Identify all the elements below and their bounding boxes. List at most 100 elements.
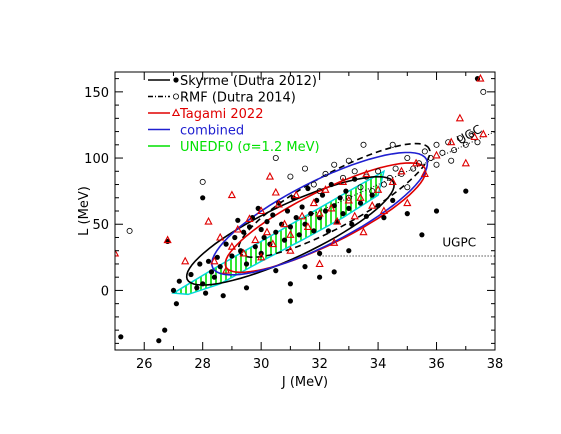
point-s0-18 (220, 293, 226, 299)
point-s2-41 (432, 150, 441, 159)
point-s0-26 (246, 224, 253, 230)
point-s2-12 (257, 206, 266, 215)
point-s0-40 (284, 208, 291, 214)
point-s2-5 (216, 232, 225, 241)
legend: Skyrme (Dutra 2012) RMF (Dutra 2014)Tagam… (148, 74, 320, 155)
point-s0-32 (261, 234, 267, 241)
point-s2-29 (344, 195, 353, 204)
legend-label-3: combined (180, 124, 244, 139)
point-s2-8 (233, 224, 242, 233)
point-s0-48 (305, 185, 311, 192)
point-s0-2 (162, 327, 168, 333)
point-s1-39 (316, 188, 323, 195)
point-s1-34 (433, 161, 440, 168)
point-s0-7 (188, 271, 194, 278)
y-tick-label-3: 150 (84, 86, 109, 101)
point-s0-61 (340, 211, 346, 217)
point-s2-53 (359, 227, 368, 236)
point-s2-26 (327, 203, 336, 212)
point-s0-56 (325, 228, 331, 234)
point-s2-32 (362, 169, 371, 177)
point-s0-25 (243, 261, 250, 267)
point-s1-33 (448, 157, 455, 164)
point-s0-49 (308, 211, 314, 217)
point-s0-1 (156, 338, 162, 344)
point-s1-3 (287, 173, 294, 180)
point-s2-20 (297, 211, 307, 220)
point-s2-49 (286, 246, 295, 254)
point-s2-46 (476, 73, 485, 82)
point-s0-71 (390, 197, 396, 203)
point-s0-80 (273, 268, 279, 274)
y-tick-label-0: 0 (101, 284, 109, 299)
point-s1-32 (480, 88, 487, 95)
x-tick-label-0: 26 (136, 357, 153, 372)
point-s0-73 (419, 232, 425, 238)
point-s0-36 (273, 229, 279, 235)
point-s1-14 (375, 168, 382, 175)
point-s0-21 (232, 234, 238, 241)
point-s2-2 (181, 256, 190, 265)
point-s2-35 (379, 206, 389, 215)
point-s0-20 (229, 253, 235, 259)
point-s1-19 (404, 154, 411, 161)
point-s0-45 (296, 232, 302, 238)
point-s2-45 (470, 132, 479, 140)
x-tick-label-3: 32 (311, 357, 328, 372)
point-s1-25 (439, 149, 446, 156)
point-s0-39 (281, 237, 288, 243)
point-s1-36 (360, 141, 367, 148)
point-s1-7 (331, 161, 338, 168)
point-s2-24 (315, 259, 324, 268)
point-s0-10 (200, 281, 206, 287)
point-s1-13 (369, 188, 376, 195)
point-s1-17 (392, 165, 399, 172)
point-s0-35 (270, 212, 276, 218)
point-s2-30 (350, 211, 359, 220)
point-s2-10 (245, 214, 254, 222)
point-s0-77 (302, 264, 308, 270)
point-s2-14 (265, 171, 275, 180)
point-s2-48 (257, 252, 266, 261)
plot-area (115, 73, 495, 344)
point-s1-11 (357, 184, 364, 191)
point-s0-42 (287, 298, 293, 304)
point-s2-19 (292, 190, 301, 199)
legend-label-0: Skyrme (Dutra 2012) (180, 74, 317, 89)
legend-label-2: Tagami 2022 (179, 107, 263, 122)
point-s2-34 (373, 185, 383, 193)
point-s2-16 (274, 199, 283, 208)
point-s0-33 (264, 219, 270, 225)
point-s0-53 (317, 250, 323, 256)
point-s2-27 (333, 216, 342, 225)
point-s2-4 (210, 256, 219, 265)
point-s1-1 (199, 178, 206, 185)
point-s0-41 (287, 224, 293, 230)
point-s2-11 (251, 235, 260, 244)
x-tick-label-6: 38 (487, 357, 504, 372)
point-s0-81 (287, 281, 293, 287)
point-s1-15 (380, 181, 387, 188)
point-s0-69 (375, 203, 381, 209)
point-s2-47 (479, 129, 488, 138)
point-s0-6 (176, 278, 182, 284)
x-tick-label-2: 30 (253, 357, 270, 372)
point-s0-83 (346, 248, 352, 254)
point-s2-25 (321, 185, 330, 193)
x-tick-label-4: 34 (370, 357, 387, 372)
point-s0-82 (331, 269, 337, 275)
x-tick-label-5: 36 (428, 357, 445, 372)
point-s1-29 (462, 141, 469, 148)
point-s0-0 (118, 334, 124, 340)
point-s2-23 (315, 208, 324, 217)
point-s0-8 (194, 285, 200, 291)
point-s2-21 (303, 222, 313, 230)
point-s2-36 (388, 177, 397, 185)
point-s2-13 (262, 227, 272, 236)
y-tick-label-2: 100 (84, 152, 109, 167)
point-s0-63 (346, 205, 352, 211)
point-s0-24 (241, 229, 247, 235)
legend-marker-1 (172, 93, 179, 100)
legend-marker-0 (173, 77, 179, 83)
